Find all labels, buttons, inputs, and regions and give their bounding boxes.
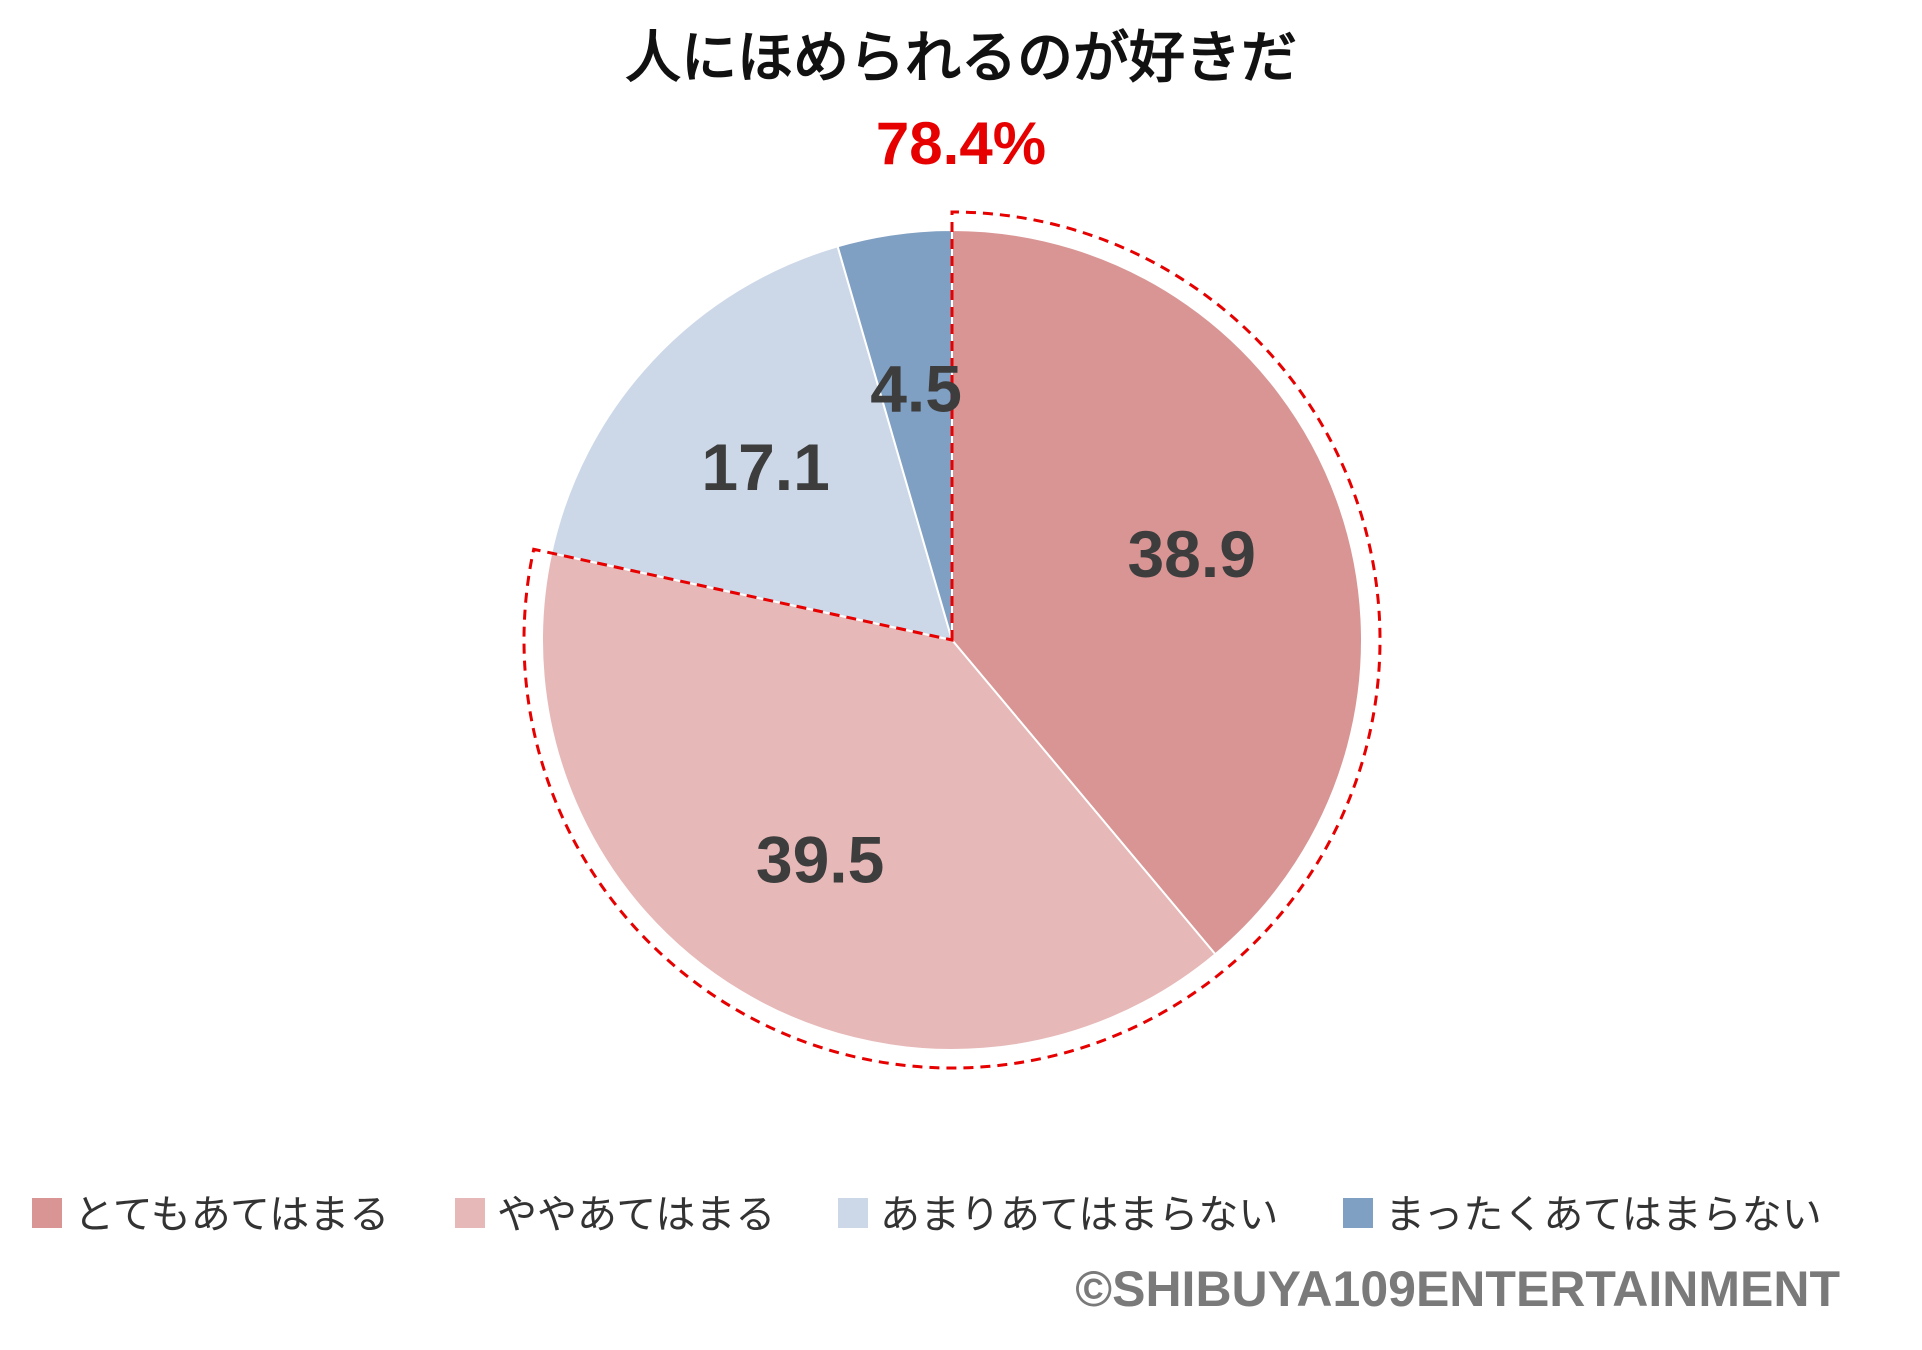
legend-swatch	[838, 1198, 868, 1228]
slice-value-label: 17.1	[701, 430, 829, 504]
highlight-outline	[522, 210, 1382, 1070]
legend-label: まったくあてはまらない	[1385, 1192, 1822, 1238]
highlight-total: 78.4%	[876, 110, 1046, 177]
slice-value-label: 39.5	[756, 822, 884, 896]
legend-swatch	[455, 1198, 485, 1228]
legend: とてもあてはまる ややあてはまる あまりあてはまらない まったくあてはまらない	[32, 1192, 1822, 1238]
pie-slice	[550, 245, 954, 642]
slice-labels: 38.9 39.5 17.1 4.5	[701, 352, 1256, 897]
legend-label: とてもあてはまる	[74, 1192, 389, 1238]
pie-slice	[951, 228, 1363, 956]
legend-label: あまりあてはまらない	[880, 1192, 1278, 1238]
pie-slices	[541, 228, 1363, 1051]
slice-value-label: 38.9	[1127, 517, 1255, 591]
chart-title: 人にほめられるのが好きだ	[625, 26, 1297, 91]
slice-value-label: 4.5	[870, 352, 962, 426]
copyright-credit: ©SHIBUYA109ENTERTAINMENT	[1075, 1261, 1840, 1317]
legend-swatch	[32, 1198, 62, 1228]
legend-label: ややあてはまる	[497, 1192, 775, 1238]
highlight-dashed-outline	[522, 210, 1382, 1070]
pie-slice	[541, 551, 1217, 1051]
legend-swatch	[1343, 1198, 1373, 1228]
